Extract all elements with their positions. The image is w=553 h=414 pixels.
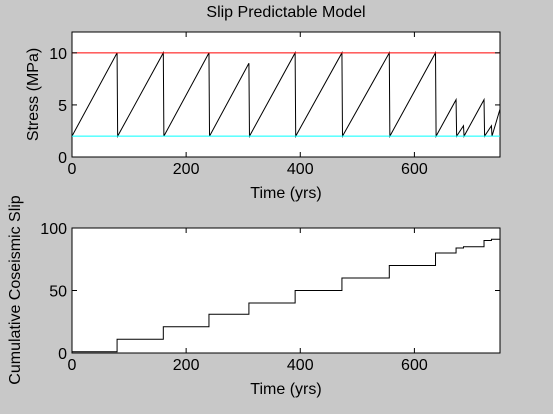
stress-y-tick-label: 5 bbox=[58, 98, 67, 115]
slip-ticks-group: 0 200 400 600 0 50 100 bbox=[40, 221, 500, 374]
slip-y-axis-label: Cumulative Coseismic Slip bbox=[7, 195, 24, 384]
stress-x-tick-label: 600 bbox=[401, 161, 428, 178]
stress-y-tick-label: 10 bbox=[49, 46, 67, 63]
slip-x-tick-label: 0 bbox=[68, 357, 77, 374]
stress-x-tick-label: 0 bbox=[68, 161, 77, 178]
stress-x-tick-label: 400 bbox=[287, 161, 314, 178]
slip-x-tick-label: 600 bbox=[401, 357, 428, 374]
slip-y-tick-label: 50 bbox=[49, 284, 67, 301]
stress-series-line-0 bbox=[71, 50, 501, 139]
slip-plot-area bbox=[71, 227, 501, 354]
slip-x-tick-label: 200 bbox=[173, 357, 200, 374]
stress-y-axis-label: Stress (MPa) bbox=[25, 48, 42, 141]
stress-x-tick-label: 200 bbox=[173, 161, 200, 178]
slip-y-tick-label: 0 bbox=[58, 346, 67, 363]
slip-x-tick-label: 400 bbox=[287, 357, 314, 374]
stress-x-axis-label: Time (yrs) bbox=[250, 185, 321, 202]
stress-y-tick-label: 0 bbox=[58, 150, 67, 167]
stress-series-group bbox=[71, 50, 501, 139]
slip-axes: 0 200 400 600 0 50 100 Time (yrs) Cumulative C… bbox=[7, 195, 501, 398]
stress-axes: 0 200 400 600 0 5 10 Slip Predictable Model Ti… bbox=[25, 4, 501, 202]
stress-ticks-group: 0 200 400 600 0 5 10 bbox=[49, 32, 500, 178]
slip-series-line-0 bbox=[72, 238, 500, 353]
slip-series-group bbox=[72, 238, 500, 353]
chart-title: Slip Predictable Model bbox=[206, 4, 365, 21]
slip-y-tick-label: 100 bbox=[40, 221, 67, 238]
slip-x-axis-label: Time (yrs) bbox=[250, 381, 321, 398]
